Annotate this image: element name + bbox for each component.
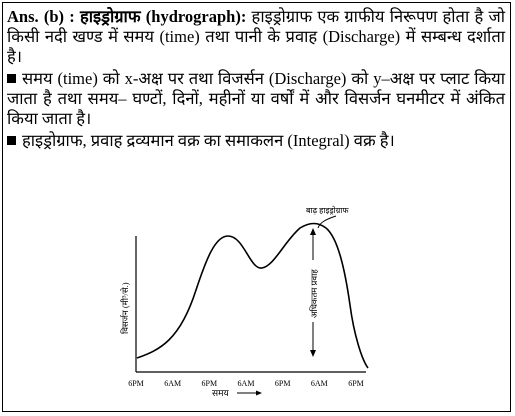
arrow-right-icon bbox=[256, 390, 262, 396]
answer-definition: हाइड्रोग्राफ एक ग्राफीय निरूपण होता है ज… bbox=[7, 7, 505, 66]
answer-prefix: Ans. (b) : bbox=[7, 7, 80, 26]
answer-box: Ans. (b) : हाइड्रोग्राफ (hydrograph): हा… bbox=[2, 2, 511, 412]
x-tick-label: 6PM bbox=[202, 379, 218, 388]
flood-hydrograph-label: बाढ़ हाइड्रोग्राफ bbox=[306, 205, 349, 215]
arrow-up-icon bbox=[310, 228, 316, 235]
x-tick-label: 6AM bbox=[311, 379, 328, 388]
bullet-paragraph-1: समय (time) को x-अक्ष पर तथा विजर्सन (Dis… bbox=[7, 69, 505, 129]
x-tick-label: 6PM bbox=[348, 379, 364, 388]
term-hindi: हाइड्रोग्राफ bbox=[80, 7, 141, 26]
answer-paragraph: Ans. (b) : हाइड्रोग्राफ (hydrograph): हा… bbox=[7, 7, 505, 67]
answer-text: Ans. (b) : हाइड्रोग्राफ (hydrograph): हा… bbox=[7, 7, 505, 151]
square-bullet-icon bbox=[7, 74, 16, 83]
x-tick-label: 6AM bbox=[164, 379, 181, 388]
hydrograph-curve bbox=[136, 222, 369, 369]
x-tick-label: 6AM bbox=[238, 379, 255, 388]
term-english: (hydrograph): bbox=[140, 7, 247, 26]
x-tick-label: 6PM bbox=[128, 379, 144, 388]
bullet-text-1: समय (time) को x-अक्ष पर तथा विजर्सन (Dis… bbox=[7, 69, 505, 128]
bullet-paragraph-2: हाइड्रोग्राफ, प्रवाह द्रव्यमान वक्र का स… bbox=[7, 131, 505, 151]
y-axis-label: विसर्जन (मी³/से.) bbox=[120, 282, 130, 334]
peak-flow-label: अधिकतम प्रवाह bbox=[309, 269, 319, 318]
curve-annotation-pointer bbox=[317, 215, 337, 229]
x-tick-label: 6PM bbox=[275, 379, 291, 388]
bullet-text-2: हाइड्रोग्राफ, प्रवाह द्रव्यमान वक्र का स… bbox=[22, 131, 395, 150]
x-tick-labels: 6PM 6AM 6PM 6AM 6PM 6AM 6PM bbox=[128, 379, 364, 388]
arrow-down-icon bbox=[310, 350, 316, 357]
x-axis-label: समय bbox=[212, 388, 229, 398]
peak-flow-label-bg bbox=[304, 260, 322, 322]
square-bullet-icon bbox=[7, 136, 16, 145]
